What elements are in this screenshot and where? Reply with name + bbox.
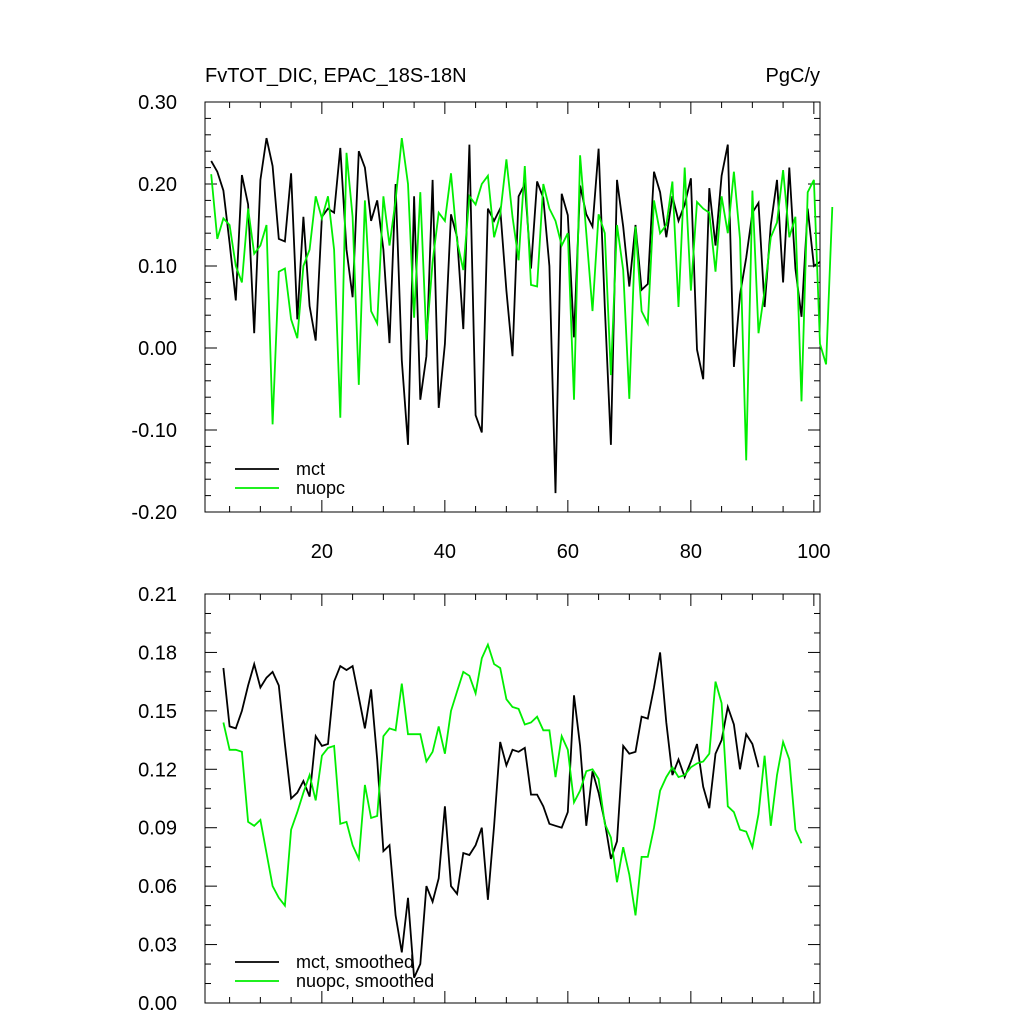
y-tick-label: 0.03 [138, 935, 177, 957]
y-tick-label: 0.00 [138, 993, 177, 1015]
x-tick-label: 40 [434, 541, 456, 563]
x-tick-label: 20 [311, 541, 333, 563]
y-tick-label: 0.00 [138, 338, 177, 360]
y-tick-label: 0.06 [138, 876, 177, 898]
x-tick-label: 80 [680, 541, 702, 563]
x-tick-label: 60 [557, 541, 579, 563]
y-tick-label: 0.15 [138, 701, 177, 723]
series-line [223, 652, 758, 977]
legend-label: mct [296, 459, 325, 479]
series-nuopc-smoothed [223, 645, 801, 916]
y-tick-label: 0.18 [138, 642, 177, 664]
series-line [211, 138, 820, 493]
y-tick-label: 0.10 [138, 256, 177, 278]
legend-label: mct, smoothed [296, 952, 414, 972]
y-tick-label: 0.12 [138, 759, 177, 781]
chart-panel-1: -0.20 -0.10 0.00 0.10 0.20 0.30 20 40 60 80 100 FvT… [131, 65, 832, 563]
units-label: PgC/y [766, 65, 820, 87]
y-tick-label: 0.20 [138, 174, 177, 196]
y-tick-label: 0.09 [138, 818, 177, 840]
y-tick-label: 0.30 [138, 92, 177, 114]
legend-label: nuopc [296, 478, 345, 498]
series-line [223, 645, 801, 916]
x-tick-label: 100 [797, 541, 830, 563]
y-tick-label: 0.21 [138, 584, 177, 606]
y-tick-label: -0.20 [131, 502, 177, 524]
series-mct [211, 138, 820, 493]
legend-label: nuopc, smoothed [296, 971, 434, 991]
chart-panel-2: 0.00 0.03 0.06 0.09 0.12 0.15 0.18 0.21 mct, smo… [138, 584, 820, 1015]
series-mct-smoothed [223, 652, 758, 977]
chart-title: FvTOT_DIC, EPAC_18S-18N [205, 65, 467, 87]
y-tick-label: -0.10 [131, 420, 177, 442]
